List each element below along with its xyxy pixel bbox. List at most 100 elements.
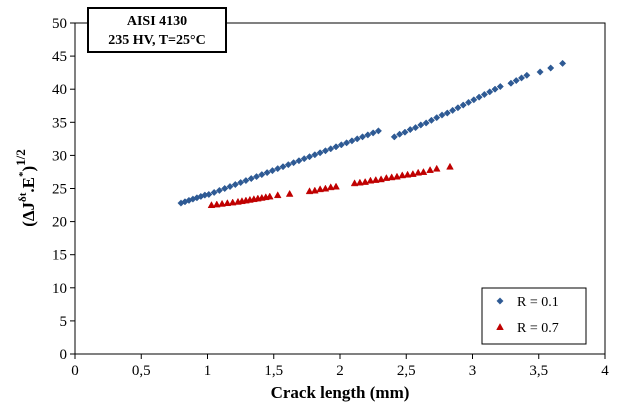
data-point (285, 189, 294, 197)
y-axis-title-mid: .E (19, 177, 38, 193)
data-point (361, 177, 369, 185)
x-tick-label: 0,5 (132, 363, 151, 379)
data-point (480, 90, 488, 99)
data-point (332, 182, 340, 190)
data-point (210, 188, 218, 197)
x-tick-label: 2,5 (397, 363, 416, 379)
data-point (226, 182, 234, 191)
data-point (207, 201, 216, 209)
data-point (295, 157, 303, 165)
data-point (433, 114, 441, 122)
x-axis-ticks: 0 0,5 1 1,5 2 2,5 3 3,5 4 (71, 354, 609, 379)
data-point (426, 166, 434, 173)
annotation-frame (87, 7, 227, 53)
x-tick-label: 3 (469, 363, 477, 379)
data-point (491, 85, 499, 93)
data-point (356, 178, 364, 186)
data-point (263, 169, 271, 177)
data-point (212, 200, 221, 208)
data-point (215, 186, 223, 195)
data-point (228, 198, 237, 206)
data-point (523, 71, 531, 79)
data-point (265, 192, 274, 200)
data-point (252, 173, 261, 181)
data-point (454, 104, 462, 112)
y-tick-label: 35 (52, 115, 67, 131)
data-point (422, 119, 430, 127)
y-tick-label: 30 (52, 148, 67, 164)
data-point (316, 149, 324, 157)
data-point (274, 165, 282, 173)
data-point (387, 173, 396, 181)
data-point (459, 101, 467, 109)
y-axis-title: (ΔJδt.E*)1/2 (13, 149, 38, 227)
data-point (332, 143, 340, 151)
data-point (536, 68, 544, 76)
series-layer (177, 59, 567, 209)
y-tick-label: 25 (52, 182, 67, 198)
data-point (414, 168, 422, 176)
data-point (449, 106, 457, 114)
x-tick-label: 0 (71, 363, 79, 379)
data-point (327, 145, 335, 153)
y-tick-label: 0 (60, 347, 68, 363)
x-tick-label: 4 (601, 363, 609, 379)
data-point (443, 109, 451, 117)
data-point (279, 163, 287, 171)
data-point (321, 184, 330, 192)
data-point (417, 121, 425, 129)
data-point (348, 137, 356, 145)
data-point (547, 64, 555, 72)
data-point (446, 162, 454, 170)
data-point (350, 179, 359, 187)
data-point (268, 167, 276, 175)
data-point (512, 77, 520, 85)
annotation-line-2: 235 HV, T=25°C (108, 33, 205, 48)
data-point (205, 190, 213, 199)
data-point (223, 199, 232, 207)
data-point (337, 141, 345, 149)
legend-marker-triangle (496, 323, 504, 330)
data-point (427, 116, 435, 124)
series-r07 (207, 162, 454, 209)
data-point (398, 171, 407, 179)
legend-marker-diamond (496, 297, 504, 305)
y-tick-label: 50 (52, 16, 67, 32)
data-point (464, 98, 473, 106)
data-point (369, 129, 377, 137)
data-point (507, 79, 515, 87)
x-tick-label: 3,5 (529, 363, 548, 379)
y-tick-label: 45 (52, 49, 67, 65)
data-point (311, 151, 319, 159)
data-point (242, 177, 250, 185)
data-point (231, 180, 239, 189)
y-axis-title-close: ) (19, 166, 38, 172)
y-axis-title-delta: ΔJ (19, 201, 38, 221)
data-point (409, 170, 417, 177)
data-point (390, 133, 398, 141)
y-tick-label: 10 (52, 281, 67, 297)
data-point (406, 126, 414, 134)
data-point (377, 175, 385, 183)
data-point (393, 172, 401, 180)
data-point (221, 184, 229, 193)
data-point (411, 124, 420, 132)
y-tick-label: 20 (52, 215, 67, 231)
data-point (517, 74, 526, 82)
data-point (438, 111, 446, 119)
x-tick-label: 1,5 (264, 363, 283, 379)
data-point (470, 96, 478, 104)
y-axis-ticks: 0 5 10 15 20 25 30 35 40 45 50 (52, 16, 75, 363)
data-point (316, 185, 324, 193)
x-tick-label: 2 (336, 363, 344, 379)
data-point (247, 175, 255, 183)
data-point (475, 93, 483, 101)
legend-marker-r01 (496, 297, 504, 305)
data-point (432, 164, 441, 172)
data-point (284, 161, 292, 169)
y-axis-title-open: ( (19, 221, 38, 227)
data-point (382, 173, 391, 181)
data-point (364, 131, 372, 139)
data-point (326, 183, 335, 191)
